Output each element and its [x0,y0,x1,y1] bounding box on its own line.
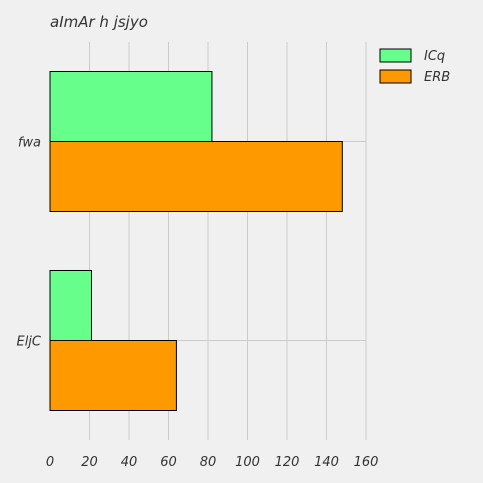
x-tick-label: 40 [121,455,138,470]
legend-label: ICq [424,49,445,64]
y-axis-ticks: fwa EljC [16,136,41,350]
chart-title: aImAr h jsjyo [50,13,148,31]
x-tick-label: 20 [81,455,98,470]
bar-ERB-EljC [49,340,177,411]
x-tick-label: 120 [275,455,300,470]
y-tick-label: EljC [16,335,41,350]
bar-ERB-fwa [49,141,343,212]
bar-ICq-fwa [49,71,213,142]
x-tick-label: 0 [46,455,54,470]
legend: ICq ERB [379,48,450,85]
x-tick-label: 80 [200,455,217,470]
bar-ICq-EljC [49,270,92,341]
x-axis-ticks: 0 20 40 60 80 100 120 140 160 [46,455,379,470]
x-tick-label: 160 [354,455,379,470]
x-tick-label: 60 [160,455,177,470]
legend-swatch [379,69,412,84]
legend-swatch [379,48,412,63]
x-tick-label: 100 [235,455,260,470]
legend-label: ERB [424,70,450,85]
x-tick-label: 140 [314,455,339,470]
y-tick-label: fwa [18,136,41,151]
bars [49,71,343,411]
